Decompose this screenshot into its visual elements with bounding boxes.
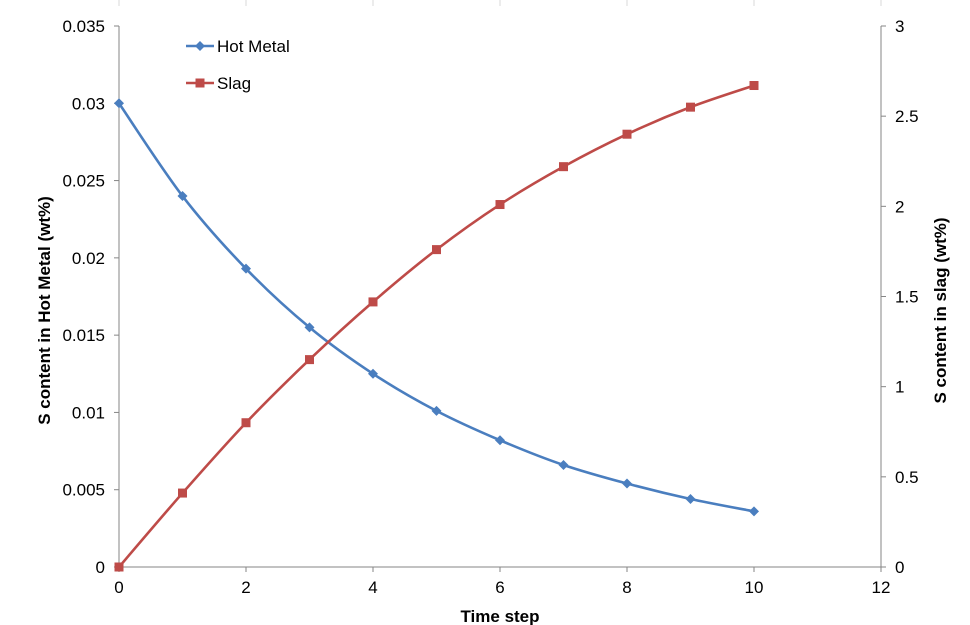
x-tick-label: 2 bbox=[241, 578, 250, 597]
y-left-tick-label: 0.025 bbox=[62, 172, 105, 191]
x-tick-label: 0 bbox=[114, 578, 123, 597]
y-axis-left-label: S content in Hot Metal (wt%) bbox=[35, 196, 54, 425]
data-point bbox=[431, 405, 442, 416]
legend: Hot Metal Slag bbox=[186, 37, 290, 93]
data-point bbox=[432, 245, 441, 255]
data-point bbox=[305, 355, 314, 365]
y-left-tick-label: 0.015 bbox=[62, 326, 105, 345]
data-point bbox=[304, 322, 315, 333]
data-point bbox=[178, 488, 187, 498]
legend-marker bbox=[195, 78, 205, 88]
y-right-tick-label: 3 bbox=[895, 17, 904, 36]
data-point bbox=[241, 418, 251, 428]
y-left-tick-label: 0.01 bbox=[72, 403, 105, 422]
y-left-tick-label: 0.005 bbox=[62, 481, 105, 500]
series-line bbox=[118, 84, 755, 568]
y-right-tick-label: 2.5 bbox=[895, 107, 919, 126]
legend-label: Slag bbox=[217, 74, 251, 93]
axes-layer: 0 2 4 6 8 10 1200.0050.010.0150.020.0250.030.0… bbox=[62, 0, 919, 597]
data-point bbox=[114, 562, 124, 572]
series-line bbox=[117, 102, 755, 513]
legend-label: Hot Metal bbox=[217, 37, 290, 56]
data-point bbox=[368, 297, 378, 307]
y-left-tick-label: 0 bbox=[96, 558, 105, 577]
series-slag bbox=[114, 81, 759, 572]
y-left-tick-label: 0.03 bbox=[72, 94, 105, 113]
data-point bbox=[495, 435, 505, 446]
series-layer bbox=[114, 81, 759, 572]
data-point bbox=[558, 459, 569, 470]
data-point bbox=[495, 200, 505, 210]
y-right-tick-label: 1 bbox=[895, 378, 904, 397]
y-right-tick-label: 0.5 bbox=[895, 468, 919, 487]
x-tick-label: 4 bbox=[368, 578, 377, 597]
data-point bbox=[368, 368, 378, 379]
data-point bbox=[622, 129, 632, 139]
data-point bbox=[749, 81, 759, 91]
y-right-tick-label: 2 bbox=[895, 197, 904, 216]
x-tick-label: 12 bbox=[872, 578, 891, 597]
x-tick-label: 6 bbox=[495, 578, 504, 597]
legend-item: Hot Metal bbox=[186, 37, 290, 56]
series-hot-metal bbox=[114, 98, 759, 517]
data-point bbox=[749, 506, 759, 517]
y-right-tick-label: 1.5 bbox=[895, 288, 919, 307]
x-tick-label: 8 bbox=[622, 578, 631, 597]
data-point bbox=[622, 478, 632, 489]
x-tick-label: 10 bbox=[745, 578, 764, 597]
y-left-tick-label: 0.035 bbox=[62, 17, 105, 36]
legend-marker bbox=[195, 41, 205, 51]
y-axis-right-label: S content in slag (wt%) bbox=[931, 217, 950, 403]
y-right-tick-label: 0 bbox=[895, 558, 904, 577]
data-point bbox=[685, 493, 696, 504]
legend-item: Slag bbox=[186, 74, 251, 93]
data-point bbox=[559, 162, 568, 172]
data-point bbox=[241, 263, 251, 274]
x-axis-label: Time step bbox=[460, 607, 539, 625]
data-point bbox=[114, 98, 124, 109]
data-point bbox=[686, 102, 695, 112]
y-left-tick-label: 0.02 bbox=[72, 249, 105, 268]
data-point bbox=[177, 191, 188, 202]
